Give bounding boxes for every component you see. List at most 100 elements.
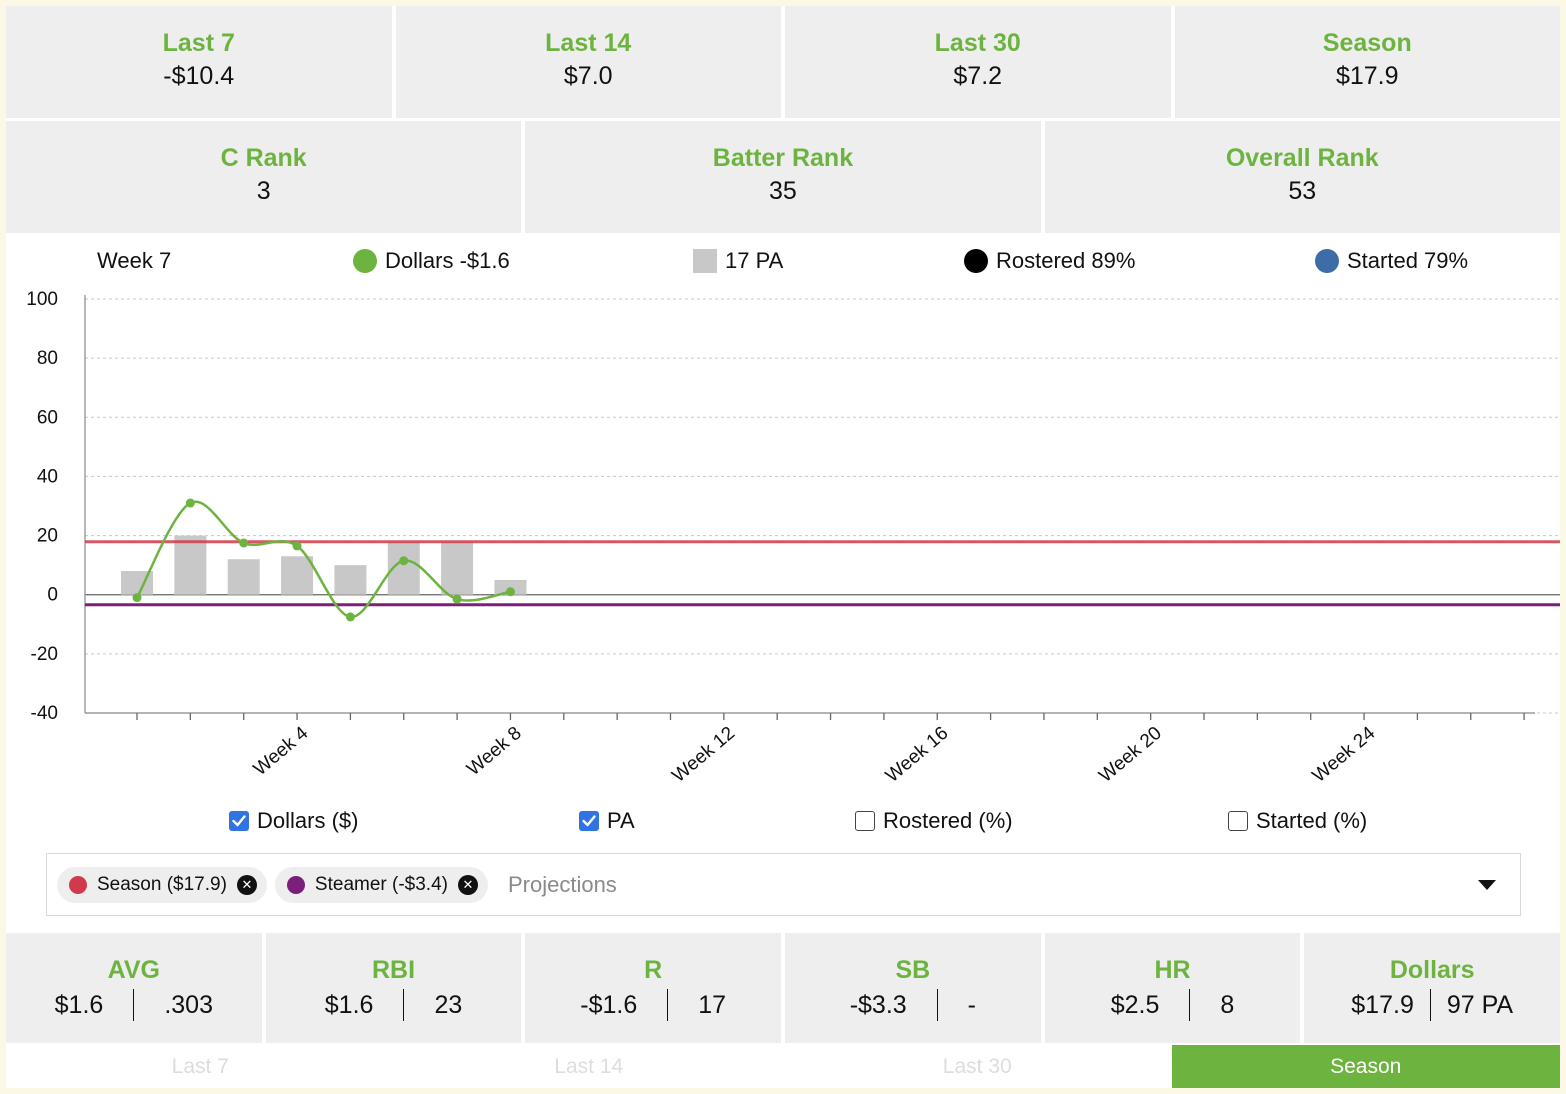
pa-bar[interactable] xyxy=(121,571,153,595)
dollars-point[interactable] xyxy=(239,538,249,548)
stat-label: HR xyxy=(1154,956,1191,984)
period-tabs: Last 7 Last 14 Last 30 Season xyxy=(6,1045,1560,1088)
period-value: $7.0 xyxy=(563,62,613,90)
stat-values: $2.5 8 xyxy=(1110,988,1235,1022)
period-label: Season xyxy=(1322,29,1412,57)
ranks-row: C Rank 3 Batter Rank 35 Overall Rank 53 xyxy=(6,121,1560,233)
pa-bar[interactable] xyxy=(281,556,314,595)
stat-tile-sb: SB -$3.3 - xyxy=(785,933,1041,1043)
projection-chip-steamer: Steamer (-$3.4) ✕ xyxy=(274,866,488,903)
dollars-point[interactable] xyxy=(185,498,195,508)
legend-week: Week 7 xyxy=(97,246,171,276)
remove-chip-icon[interactable]: ✕ xyxy=(457,874,478,895)
pa-bar[interactable] xyxy=(227,559,260,595)
stat-dollars: -$1.6 xyxy=(580,991,638,1019)
stat-raw: 97 PA xyxy=(1446,991,1514,1019)
stat-raw: 23 xyxy=(434,991,463,1019)
pa-bar[interactable] xyxy=(334,565,367,595)
y-tick-label: 60 xyxy=(37,407,58,428)
chevron-down-icon[interactable] xyxy=(1478,880,1496,890)
divider xyxy=(133,989,135,1021)
dollars-point[interactable] xyxy=(505,587,515,597)
legend-started-label: Started 79% xyxy=(1347,248,1469,273)
legend-rostered: Rostered 89% xyxy=(964,246,1135,276)
y-tick-label: -40 xyxy=(31,703,58,724)
checkbox-unchecked-icon[interactable] xyxy=(1228,811,1248,831)
toggle-rostered[interactable]: Rostered (%) xyxy=(855,806,1013,836)
stat-dollars: $17.9 xyxy=(1351,991,1414,1019)
stat-tile-rbi: RBI $1.6 23 xyxy=(265,933,522,1043)
tab-last-30[interactable]: Last 30 xyxy=(783,1045,1172,1088)
stat-label: RBI xyxy=(371,956,416,984)
stat-label: SB xyxy=(895,956,931,984)
remove-chip-icon[interactable]: ✕ xyxy=(236,874,257,895)
category-stats-row: AVG $1.6 .303 RBI $1.6 23 R -$1.6 17 xyxy=(6,933,1561,1043)
toggle-label: Rostered (%) xyxy=(883,808,1013,833)
divider xyxy=(403,989,405,1021)
stat-label: R xyxy=(644,956,663,984)
y-tick-label: 100 xyxy=(26,289,58,310)
stat-dollars: $1.6 xyxy=(324,991,374,1019)
period-value: $7.2 xyxy=(953,62,1003,90)
stat-values: -$3.3 - xyxy=(850,988,976,1022)
legend-rostered-label: Rostered 89% xyxy=(996,248,1136,273)
y-tick-label: 0 xyxy=(47,585,58,606)
legend-pa-label: 17 PA xyxy=(725,248,784,273)
y-tick-label: 80 xyxy=(37,348,58,369)
projection-chip-season: Season ($17.9) ✕ xyxy=(57,866,267,903)
period-tile-last7: Last 7 -$10.4 xyxy=(6,6,392,118)
pa-square-icon xyxy=(693,249,717,273)
pa-bar[interactable] xyxy=(441,541,474,595)
toggle-dollars[interactable]: Dollars ($) xyxy=(229,806,358,836)
stat-tile-r: R -$1.6 17 xyxy=(525,933,782,1043)
weekly-value-chart[interactable]: 100 80 60 40 20 0 -20 -40 Week 4 Week 8 Week 12 Wee… xyxy=(6,281,1560,801)
stat-dollars: $2.5 xyxy=(1110,991,1160,1019)
projections-select[interactable]: Season ($17.9) ✕ Steamer (-$3.4) ✕ Proje… xyxy=(46,853,1521,916)
stat-tile-hr: HR $2.5 8 xyxy=(1044,933,1301,1043)
tab-last-7[interactable]: Last 7 xyxy=(6,1045,395,1088)
rank-tile-batter: Batter Rank 35 xyxy=(525,121,1041,233)
rank-tile-overall: Overall Rank 53 xyxy=(1044,121,1560,233)
dollars-point[interactable] xyxy=(345,612,355,622)
period-values-row: Last 7 -$10.4 Last 14 $7.0 Last 30 $7.2 … xyxy=(6,6,1560,118)
stat-raw: 17 xyxy=(698,991,727,1019)
toggle-started[interactable]: Started (%) xyxy=(1228,806,1367,836)
rank-label: C Rank xyxy=(220,144,307,172)
dollars-point[interactable] xyxy=(132,593,142,603)
tab-season[interactable]: Season xyxy=(1171,1045,1560,1088)
stat-label: AVG xyxy=(107,956,160,984)
stat-raw: 8 xyxy=(1220,991,1235,1019)
x-tick-label: Week 8 xyxy=(463,723,526,780)
period-tile-season: Season $17.9 xyxy=(1174,6,1560,118)
period-value: -$10.4 xyxy=(163,62,235,90)
dollars-point[interactable] xyxy=(292,541,302,551)
divider xyxy=(936,989,938,1021)
stat-tile-avg: AVG $1.6 .303 xyxy=(6,933,262,1043)
stat-dollars: $1.6 xyxy=(54,991,104,1019)
rank-label: Batter Rank xyxy=(712,144,854,172)
stat-raw: - xyxy=(967,991,976,1019)
tab-last-14[interactable]: Last 14 xyxy=(394,1045,783,1088)
series-toggles: Dollars ($) PA Rostered (%) Started (%) xyxy=(6,806,1560,838)
checkbox-checked-icon[interactable] xyxy=(579,811,599,831)
stat-label: Dollars xyxy=(1389,956,1475,984)
toggle-pa[interactable]: PA xyxy=(579,806,635,836)
rank-value: 53 xyxy=(1288,177,1317,205)
legend-started: Started 79% xyxy=(1315,246,1468,276)
dollars-point[interactable] xyxy=(452,594,462,604)
y-tick-label: -20 xyxy=(31,644,58,665)
rostered-dot-icon xyxy=(964,249,988,273)
dollars-point[interactable] xyxy=(399,556,409,566)
pa-bar[interactable] xyxy=(174,535,207,595)
chip-label: Season ($17.9) xyxy=(97,873,227,895)
y-tick-label: 20 xyxy=(37,526,58,547)
period-tile-last30: Last 30 $7.2 xyxy=(785,6,1171,118)
checkbox-unchecked-icon[interactable] xyxy=(855,811,875,831)
checkbox-checked-icon[interactable] xyxy=(229,811,249,831)
divider xyxy=(1429,989,1431,1021)
projections-placeholder[interactable]: Projections xyxy=(507,871,617,897)
legend-week-label: Week 7 xyxy=(97,248,172,273)
x-tick-label: Week 24 xyxy=(1309,722,1380,786)
legend-pa: 17 PA xyxy=(693,246,783,276)
rank-tile-c: C Rank 3 xyxy=(6,121,522,233)
